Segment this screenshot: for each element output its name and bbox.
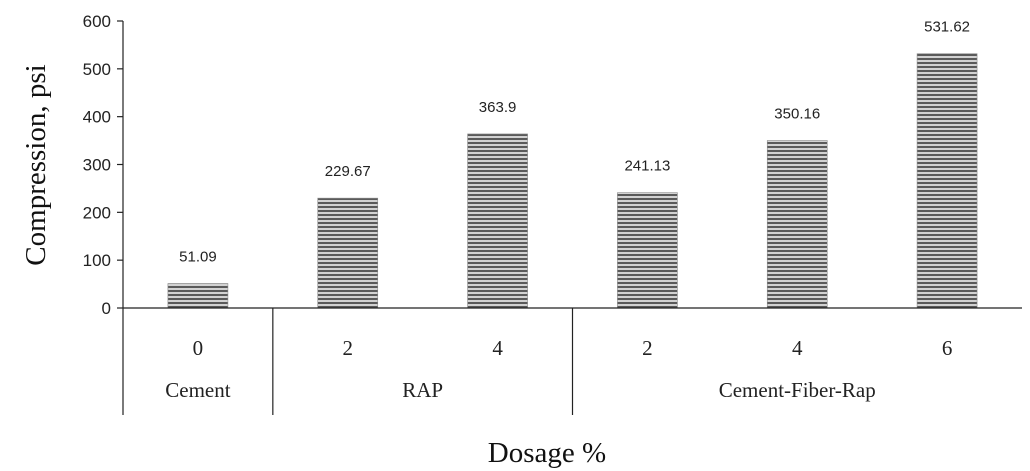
data-label: 51.09 (179, 249, 217, 266)
y-tick-label: 0 (102, 299, 111, 318)
x-tick-label: 6 (942, 336, 953, 360)
y-tick-label: 600 (83, 12, 111, 31)
y-axis: 0 100 200 300 400 500 600 (83, 12, 124, 318)
group-label: Cement (165, 378, 230, 402)
data-label: 229.67 (325, 163, 371, 180)
data-label: 363.9 (479, 99, 517, 116)
y-tick-label: 300 (83, 156, 111, 175)
bar (916, 53, 978, 309)
group-label: RAP (402, 378, 443, 402)
x-tick-label: 2 (343, 336, 354, 360)
x-axis: 0 2 4 2 4 6 Cement RAP Cement-Fiber-Rap (122, 307, 1022, 415)
x-tick-label: 4 (792, 336, 803, 360)
bar (317, 197, 379, 309)
y-axis-title: Compression, psi (20, 64, 52, 265)
x-tick-label: 0 (193, 336, 204, 360)
data-label: 241.13 (624, 158, 670, 175)
data-label: 350.16 (774, 106, 820, 123)
data-label: 531.62 (924, 19, 970, 36)
y-tick-label: 400 (83, 108, 111, 127)
y-tick-label: 500 (83, 60, 111, 79)
bar (766, 140, 828, 309)
x-axis-title: Dosage % (488, 437, 606, 469)
x-tick-label: 4 (492, 336, 503, 360)
y-tick-label: 100 (83, 251, 111, 270)
group-label: Cement-Fiber-Rap (719, 378, 876, 402)
bars: 51.09 229.67 363.9 241.13 350.16 531.62 (167, 19, 978, 309)
y-tick-label: 200 (83, 203, 111, 222)
bar (617, 192, 678, 309)
bar (467, 133, 528, 309)
x-tick-label: 2 (642, 336, 653, 360)
bar (167, 283, 229, 309)
